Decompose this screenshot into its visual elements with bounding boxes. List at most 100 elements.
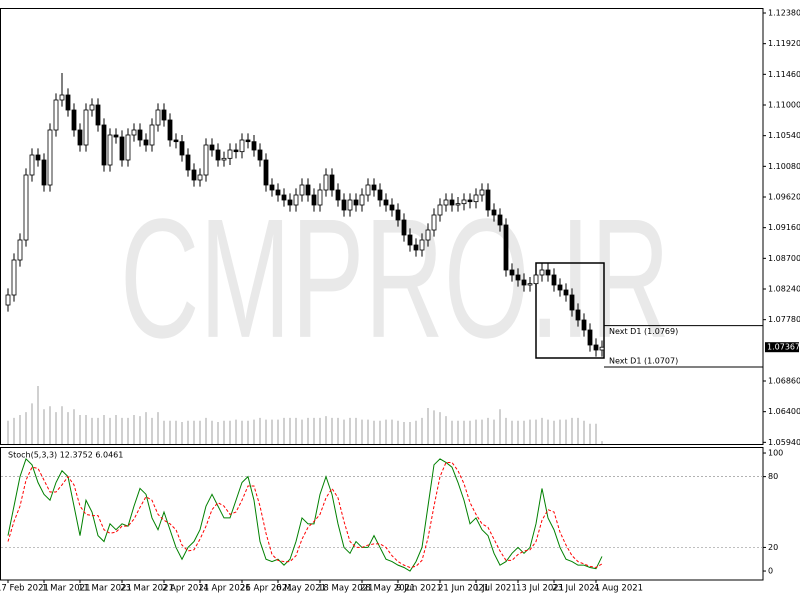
candle-body bbox=[89, 104, 95, 111]
candle-body bbox=[59, 94, 65, 101]
candle-body bbox=[419, 239, 425, 251]
candle-body bbox=[263, 159, 269, 186]
candle-body bbox=[347, 199, 353, 211]
candle-body bbox=[29, 154, 35, 176]
candle-body bbox=[599, 346, 605, 351]
candle-body bbox=[575, 309, 581, 321]
x-tick-label: 13 Jul 2021 bbox=[516, 584, 564, 594]
candle-body bbox=[503, 224, 509, 271]
candle-body bbox=[149, 124, 155, 146]
candle-body bbox=[209, 144, 215, 151]
y-tick-label: 1.08240 bbox=[768, 285, 800, 294]
candle-body bbox=[359, 194, 365, 206]
candle-body bbox=[545, 269, 551, 276]
x-tick-label: 14 Apr 2021 bbox=[198, 584, 251, 594]
y-tick-label: 20 bbox=[768, 543, 778, 552]
x-tick-label: 9 Jun 2021 bbox=[396, 584, 442, 594]
candle-body bbox=[341, 199, 347, 211]
candle-body bbox=[581, 319, 587, 331]
candle-body bbox=[167, 119, 173, 141]
candle-body bbox=[485, 189, 491, 211]
y-tick-label: 1.11000 bbox=[768, 101, 800, 110]
candle-body bbox=[215, 149, 221, 161]
candle-body bbox=[527, 283, 533, 286]
candle-body bbox=[83, 109, 89, 146]
watermark: CMPRO.IR bbox=[120, 184, 670, 374]
candle-body bbox=[449, 199, 455, 206]
candle-body bbox=[119, 136, 125, 161]
candle-body bbox=[413, 244, 419, 251]
candle-body bbox=[191, 169, 197, 181]
candle-body bbox=[497, 214, 503, 226]
candle-body bbox=[563, 289, 569, 296]
price-tag-box bbox=[765, 342, 799, 353]
candle-body bbox=[41, 159, 47, 186]
candle-body bbox=[455, 203, 461, 206]
candle-body bbox=[353, 199, 359, 206]
y-tick-label: 1.05940 bbox=[768, 438, 800, 447]
candle-body bbox=[281, 194, 287, 201]
candle-body bbox=[377, 189, 383, 201]
candle-body bbox=[425, 229, 431, 241]
candle-body bbox=[137, 129, 143, 141]
candle-body bbox=[17, 239, 23, 261]
candle-body bbox=[437, 204, 443, 216]
candle-body bbox=[227, 149, 233, 159]
candle-body bbox=[461, 199, 467, 205]
candle-body bbox=[95, 104, 101, 126]
stoch-panel-frame bbox=[0, 447, 764, 581]
candle-body bbox=[365, 184, 371, 196]
y-tick-label: 1.06860 bbox=[768, 377, 800, 386]
candle-body bbox=[473, 194, 479, 203]
candle-body bbox=[71, 109, 77, 131]
candle-body bbox=[539, 269, 545, 276]
candle-body bbox=[443, 199, 449, 206]
candle-body bbox=[65, 94, 71, 111]
y-tick-label: 1.07780 bbox=[768, 315, 800, 324]
x-tick-label: 18 May 2021 bbox=[318, 584, 373, 594]
candle-body bbox=[161, 109, 167, 121]
candle-body bbox=[275, 189, 281, 196]
candle-body bbox=[533, 274, 539, 285]
candle-body bbox=[107, 134, 113, 166]
y-tick-label: 1.09160 bbox=[768, 223, 800, 232]
candle-body bbox=[305, 184, 311, 196]
candle-body bbox=[557, 284, 563, 291]
stoch-title: Stoch(5,3,3) 12.3752 6.0461 bbox=[8, 451, 123, 460]
candle-body bbox=[509, 269, 515, 276]
candle-body bbox=[101, 124, 107, 166]
candle-body bbox=[491, 209, 497, 216]
x-tick-label: 23 Mar 2021 bbox=[120, 584, 174, 594]
candle-body bbox=[173, 139, 179, 143]
x-tick-label: 17 Feb 2021 bbox=[0, 584, 49, 594]
candle-body bbox=[311, 194, 317, 206]
y-tick-label: 1.08700 bbox=[768, 254, 800, 263]
price-tag: 1.07367 bbox=[767, 343, 800, 352]
x-tick-label: 23 Jul 2021 bbox=[552, 584, 600, 594]
candle-body bbox=[401, 219, 407, 236]
candle-body bbox=[335, 189, 341, 201]
x-tick-label: 21 Jun 2021 bbox=[438, 584, 489, 594]
candle-body bbox=[395, 209, 401, 221]
candle-body bbox=[245, 139, 251, 143]
x-tick-label: 28 May 2021 bbox=[360, 584, 415, 594]
candle-body bbox=[317, 189, 323, 206]
y-tick-label: 1.06400 bbox=[768, 407, 800, 416]
candle-body bbox=[569, 294, 575, 311]
candle-body bbox=[35, 154, 41, 161]
x-tick-label: 2 Apr 2021 bbox=[162, 584, 209, 594]
candle-body bbox=[233, 149, 239, 153]
candle-body bbox=[251, 141, 257, 151]
candle-body bbox=[431, 214, 437, 231]
candle-body bbox=[389, 204, 395, 211]
y-tick-label: 1.11460 bbox=[768, 70, 800, 79]
candle-body bbox=[383, 199, 389, 206]
x-tick-label: 26 Apr 2021 bbox=[240, 584, 293, 594]
candle-body bbox=[515, 274, 521, 281]
level-label: Next D1 (1.0769) bbox=[609, 327, 678, 336]
candle-body bbox=[53, 99, 59, 131]
candle-body bbox=[467, 199, 473, 203]
candle-body bbox=[221, 157, 227, 161]
